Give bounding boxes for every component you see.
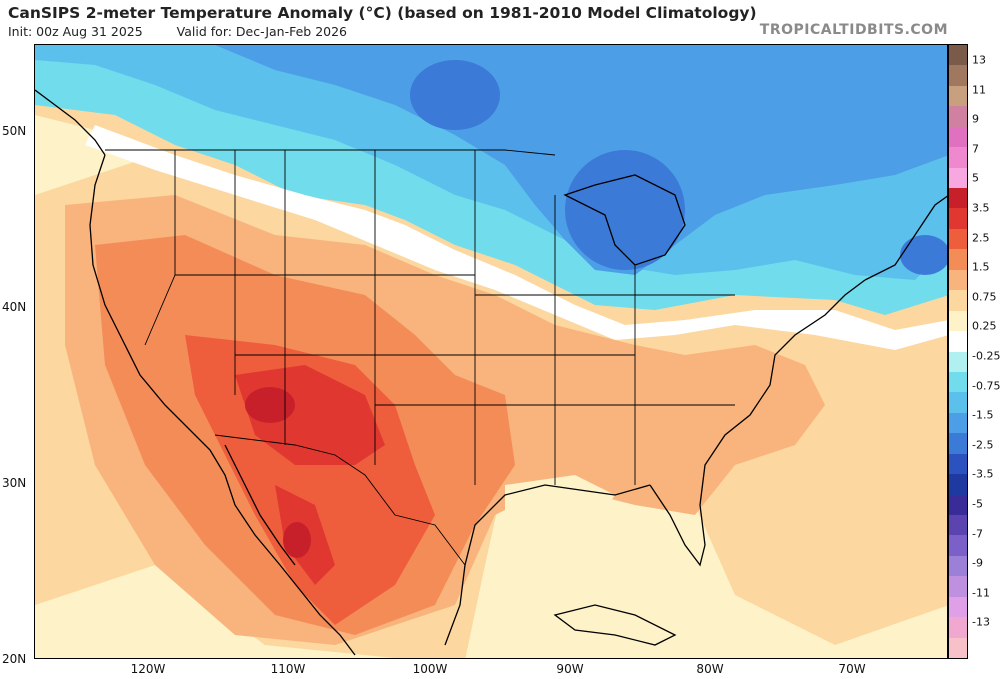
lon-label-80w: 80W [696,662,724,676]
color-legend-swatch [949,596,967,618]
color-legend [948,44,968,659]
cold-core-great-lakes [565,150,685,270]
coast-maritimes [864,195,947,281]
color-legend-swatch [949,474,967,496]
great-lakes [563,174,686,266]
color-legend-swatch [949,228,967,250]
color-legend-label: -5 [972,497,983,511]
color-legend-swatch [949,249,967,271]
hottest-core-sierra-madre [283,522,311,558]
color-legend-swatch [949,269,967,291]
cold-core-atlantic [900,235,947,275]
color-legend-label: -0.25 [972,349,1000,363]
map-canvas [35,45,947,658]
valid-time: Valid for: Dec-Jan-Feb 2026 [176,24,348,39]
color-legend-label: 3.5 [972,201,990,215]
color-legend-label: 7 [972,142,979,156]
color-legend-swatch [949,392,967,414]
color-legend-swatch [949,433,967,455]
site-credit[interactable]: TROPICALTIDBITS.COM [759,22,948,38]
color-legend-swatch [949,45,967,66]
coast-bc [35,89,106,156]
color-legend-swatch [949,106,967,128]
color-legend-swatch [949,331,967,352]
color-legend-swatch [949,412,967,434]
color-legend-label: -2.5 [972,438,994,452]
lat-label-40n: 40N [2,300,27,314]
color-legend-swatch [949,351,967,373]
color-legend-label: 0.75 [972,290,997,304]
color-legend-label: 9 [972,112,979,126]
anomaly-map [34,44,948,659]
lon-label-110w: 110W [270,662,306,676]
color-legend-swatch [949,494,967,516]
lon-label-100w: 100W [412,662,448,676]
color-legend-swatch [949,167,967,189]
color-legend-label: 0.25 [972,319,997,333]
color-legend-swatch [949,290,967,312]
color-legend-swatch [949,555,967,577]
color-legend-label: 5 [972,171,979,185]
color-legend-swatch [949,85,967,107]
color-legend-swatch [949,188,967,209]
color-legend-swatch [949,126,967,148]
color-legend-swatch [949,310,967,332]
color-legend-label: -3.5 [972,467,994,481]
neutral-band [85,125,947,350]
color-legend-swatch [949,617,967,639]
subtitle: Init: 00z Aug 31 2025 Valid for: Dec-Jan… [8,24,377,39]
color-legend-label: 11 [972,83,986,97]
us-canada-border [105,149,556,156]
color-legend-label: -9 [972,556,983,570]
color-legend-label: -7 [972,527,983,541]
cold-deep-region [215,45,947,275]
color-legend-swatch [949,535,967,557]
cold-core-manitoba [410,60,500,130]
coast-pacific-us [89,154,211,451]
color-legend-swatch [949,147,967,169]
gulf-neutral-pocket [505,475,615,535]
coast-atlantic-us [649,279,866,567]
color-legend-label: 13 [972,53,986,67]
color-legend-label: 1.5 [972,260,990,274]
coastlines [35,89,947,656]
lon-label-90w: 90W [556,662,584,676]
color-legend-swatch [949,453,967,475]
color-legend-swatch [949,576,967,598]
chart-title: CanSIPS 2-meter Temperature Anomaly (°C)… [8,4,757,22]
color-legend-label: -1.5 [972,408,994,422]
lat-label-50n: 50N [2,124,27,138]
init-time: Init: 00z Aug 31 2025 [8,24,143,39]
cuba [553,604,677,646]
borders [105,149,735,566]
warm-light-nw [35,115,155,195]
lon-label-70w: 70W [838,662,866,676]
color-legend-label: -11 [972,586,990,600]
coast-gulf-of-california [224,444,296,566]
lon-label-120w: 120W [130,662,166,676]
lat-label-30n: 30N [2,476,27,490]
color-legend-swatch [949,637,967,659]
color-legend-swatch [949,208,967,230]
lat-label-20n: 20N [2,652,27,666]
color-legend-swatch [949,514,967,536]
color-legend-label: 2.5 [972,231,990,245]
color-legend-swatch [949,65,967,87]
hottest-core-arizona [245,387,295,423]
color-legend-label: -0.75 [972,379,1000,393]
coast-baja-mexico [209,449,356,656]
color-legend-swatch [949,371,967,393]
coast-gulf-of-mexico [444,484,651,646]
color-legend-label: -13 [972,615,990,629]
us-mexico-border [214,434,466,566]
